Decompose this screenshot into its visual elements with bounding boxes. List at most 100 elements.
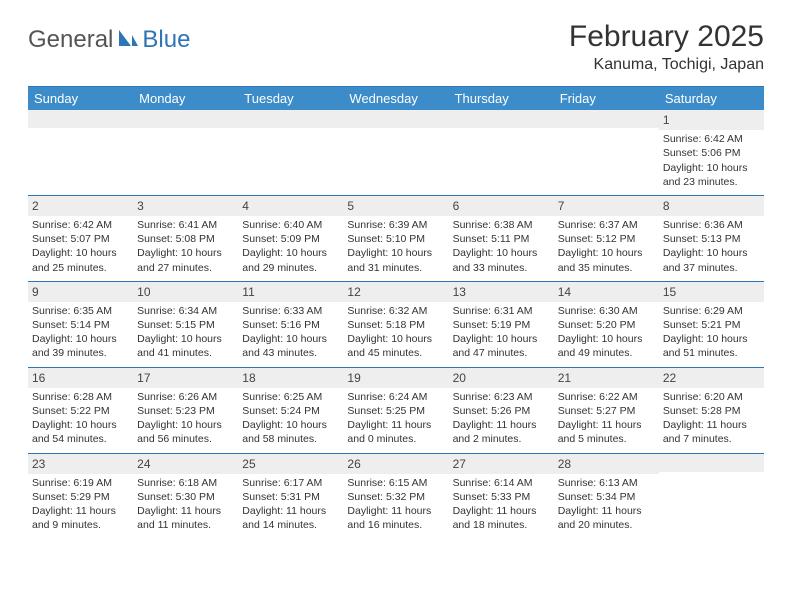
day-line: Sunrise: 6:13 AM bbox=[558, 476, 655, 490]
day-number: 8 bbox=[659, 196, 764, 216]
day-line: Sunset: 5:21 PM bbox=[663, 318, 760, 332]
day-line: Sunrise: 6:18 AM bbox=[137, 476, 234, 490]
sail-icon bbox=[117, 28, 139, 53]
day-details: Sunrise: 6:34 AMSunset: 5:15 PMDaylight:… bbox=[137, 304, 234, 361]
calendar-cell: 14Sunrise: 6:30 AMSunset: 5:20 PMDayligh… bbox=[554, 281, 659, 367]
day-details: Sunrise: 6:41 AMSunset: 5:08 PMDaylight:… bbox=[137, 218, 234, 275]
calendar-row: 1Sunrise: 6:42 AMSunset: 5:06 PMDaylight… bbox=[28, 110, 764, 195]
day-line: Sunrise: 6:40 AM bbox=[242, 218, 339, 232]
day-line: Daylight: 11 hours and 16 minutes. bbox=[347, 504, 444, 532]
day-number: 15 bbox=[659, 282, 764, 302]
day-details: Sunrise: 6:17 AMSunset: 5:31 PMDaylight:… bbox=[242, 476, 339, 533]
day-details: Sunrise: 6:26 AMSunset: 5:23 PMDaylight:… bbox=[137, 390, 234, 447]
day-details: Sunrise: 6:20 AMSunset: 5:28 PMDaylight:… bbox=[663, 390, 760, 447]
day-line: Daylight: 10 hours and 43 minutes. bbox=[242, 332, 339, 360]
calendar-cell: 1Sunrise: 6:42 AMSunset: 5:06 PMDaylight… bbox=[659, 110, 764, 195]
day-number: 23 bbox=[28, 454, 133, 474]
day-line: Sunrise: 6:42 AM bbox=[663, 132, 760, 146]
day-details: Sunrise: 6:25 AMSunset: 5:24 PMDaylight:… bbox=[242, 390, 339, 447]
day-line: Daylight: 10 hours and 31 minutes. bbox=[347, 246, 444, 274]
weekday-header: Friday bbox=[554, 87, 659, 110]
day-line: Sunset: 5:16 PM bbox=[242, 318, 339, 332]
day-line: Sunset: 5:19 PM bbox=[453, 318, 550, 332]
day-line: Sunset: 5:34 PM bbox=[558, 490, 655, 504]
day-line: Daylight: 10 hours and 58 minutes. bbox=[242, 418, 339, 446]
day-details: Sunrise: 6:31 AMSunset: 5:19 PMDaylight:… bbox=[453, 304, 550, 361]
day-line: Sunrise: 6:17 AM bbox=[242, 476, 339, 490]
day-line: Sunset: 5:32 PM bbox=[347, 490, 444, 504]
day-line: Daylight: 10 hours and 27 minutes. bbox=[137, 246, 234, 274]
day-number: 17 bbox=[133, 368, 238, 388]
day-line: Sunrise: 6:41 AM bbox=[137, 218, 234, 232]
logo: General Blue bbox=[28, 26, 190, 54]
day-details: Sunrise: 6:42 AMSunset: 5:07 PMDaylight:… bbox=[32, 218, 129, 275]
calendar-cell: 6Sunrise: 6:38 AMSunset: 5:11 PMDaylight… bbox=[449, 195, 554, 281]
day-line: Sunset: 5:13 PM bbox=[663, 232, 760, 246]
day-number bbox=[133, 110, 238, 128]
day-details: Sunrise: 6:37 AMSunset: 5:12 PMDaylight:… bbox=[558, 218, 655, 275]
day-line: Sunset: 5:15 PM bbox=[137, 318, 234, 332]
day-number: 26 bbox=[343, 454, 448, 474]
calendar-cell bbox=[238, 110, 343, 195]
calendar-cell: 7Sunrise: 6:37 AMSunset: 5:12 PMDaylight… bbox=[554, 195, 659, 281]
day-number: 19 bbox=[343, 368, 448, 388]
calendar-cell: 20Sunrise: 6:23 AMSunset: 5:26 PMDayligh… bbox=[449, 367, 554, 453]
day-line: Daylight: 11 hours and 0 minutes. bbox=[347, 418, 444, 446]
day-line: Daylight: 10 hours and 51 minutes. bbox=[663, 332, 760, 360]
calendar-cell: 27Sunrise: 6:14 AMSunset: 5:33 PMDayligh… bbox=[449, 453, 554, 538]
weekday-header: Tuesday bbox=[238, 87, 343, 110]
day-number bbox=[659, 454, 764, 472]
day-number bbox=[449, 110, 554, 128]
day-number: 24 bbox=[133, 454, 238, 474]
day-line: Sunrise: 6:23 AM bbox=[453, 390, 550, 404]
day-line: Sunrise: 6:37 AM bbox=[558, 218, 655, 232]
day-number: 5 bbox=[343, 196, 448, 216]
day-details: Sunrise: 6:18 AMSunset: 5:30 PMDaylight:… bbox=[137, 476, 234, 533]
day-number: 10 bbox=[133, 282, 238, 302]
calendar-table: Sunday Monday Tuesday Wednesday Thursday… bbox=[28, 87, 764, 538]
calendar-cell: 9Sunrise: 6:35 AMSunset: 5:14 PMDaylight… bbox=[28, 281, 133, 367]
day-line: Sunset: 5:31 PM bbox=[242, 490, 339, 504]
day-line: Sunrise: 6:15 AM bbox=[347, 476, 444, 490]
day-details: Sunrise: 6:36 AMSunset: 5:13 PMDaylight:… bbox=[663, 218, 760, 275]
calendar-cell: 10Sunrise: 6:34 AMSunset: 5:15 PMDayligh… bbox=[133, 281, 238, 367]
calendar-cell: 17Sunrise: 6:26 AMSunset: 5:23 PMDayligh… bbox=[133, 367, 238, 453]
day-details: Sunrise: 6:13 AMSunset: 5:34 PMDaylight:… bbox=[558, 476, 655, 533]
day-line: Sunrise: 6:19 AM bbox=[32, 476, 129, 490]
day-line: Sunset: 5:09 PM bbox=[242, 232, 339, 246]
day-line: Sunrise: 6:29 AM bbox=[663, 304, 760, 318]
day-line: Daylight: 10 hours and 47 minutes. bbox=[453, 332, 550, 360]
day-number: 20 bbox=[449, 368, 554, 388]
day-line: Sunrise: 6:30 AM bbox=[558, 304, 655, 318]
day-line: Sunrise: 6:36 AM bbox=[663, 218, 760, 232]
day-details: Sunrise: 6:22 AMSunset: 5:27 PMDaylight:… bbox=[558, 390, 655, 447]
calendar-cell: 16Sunrise: 6:28 AMSunset: 5:22 PMDayligh… bbox=[28, 367, 133, 453]
day-line: Sunset: 5:28 PM bbox=[663, 404, 760, 418]
day-line: Sunrise: 6:34 AM bbox=[137, 304, 234, 318]
day-number: 14 bbox=[554, 282, 659, 302]
day-line: Daylight: 10 hours and 49 minutes. bbox=[558, 332, 655, 360]
day-number: 27 bbox=[449, 454, 554, 474]
calendar-cell bbox=[133, 110, 238, 195]
day-line: Daylight: 10 hours and 33 minutes. bbox=[453, 246, 550, 274]
day-number: 7 bbox=[554, 196, 659, 216]
day-line: Sunrise: 6:24 AM bbox=[347, 390, 444, 404]
day-line: Sunrise: 6:22 AM bbox=[558, 390, 655, 404]
calendar-cell: 11Sunrise: 6:33 AMSunset: 5:16 PMDayligh… bbox=[238, 281, 343, 367]
logo-word2: Blue bbox=[142, 26, 190, 54]
day-details: Sunrise: 6:32 AMSunset: 5:18 PMDaylight:… bbox=[347, 304, 444, 361]
day-details: Sunrise: 6:14 AMSunset: 5:33 PMDaylight:… bbox=[453, 476, 550, 533]
day-line: Daylight: 10 hours and 45 minutes. bbox=[347, 332, 444, 360]
day-line: Daylight: 10 hours and 37 minutes. bbox=[663, 246, 760, 274]
day-line: Daylight: 10 hours and 29 minutes. bbox=[242, 246, 339, 274]
day-number: 2 bbox=[28, 196, 133, 216]
day-line: Sunrise: 6:39 AM bbox=[347, 218, 444, 232]
day-number: 12 bbox=[343, 282, 448, 302]
day-number: 25 bbox=[238, 454, 343, 474]
day-line: Sunrise: 6:14 AM bbox=[453, 476, 550, 490]
day-line: Daylight: 11 hours and 11 minutes. bbox=[137, 504, 234, 532]
day-number bbox=[343, 110, 448, 128]
calendar-cell bbox=[449, 110, 554, 195]
day-line: Sunset: 5:24 PM bbox=[242, 404, 339, 418]
weekday-header-row: Sunday Monday Tuesday Wednesday Thursday… bbox=[28, 87, 764, 110]
